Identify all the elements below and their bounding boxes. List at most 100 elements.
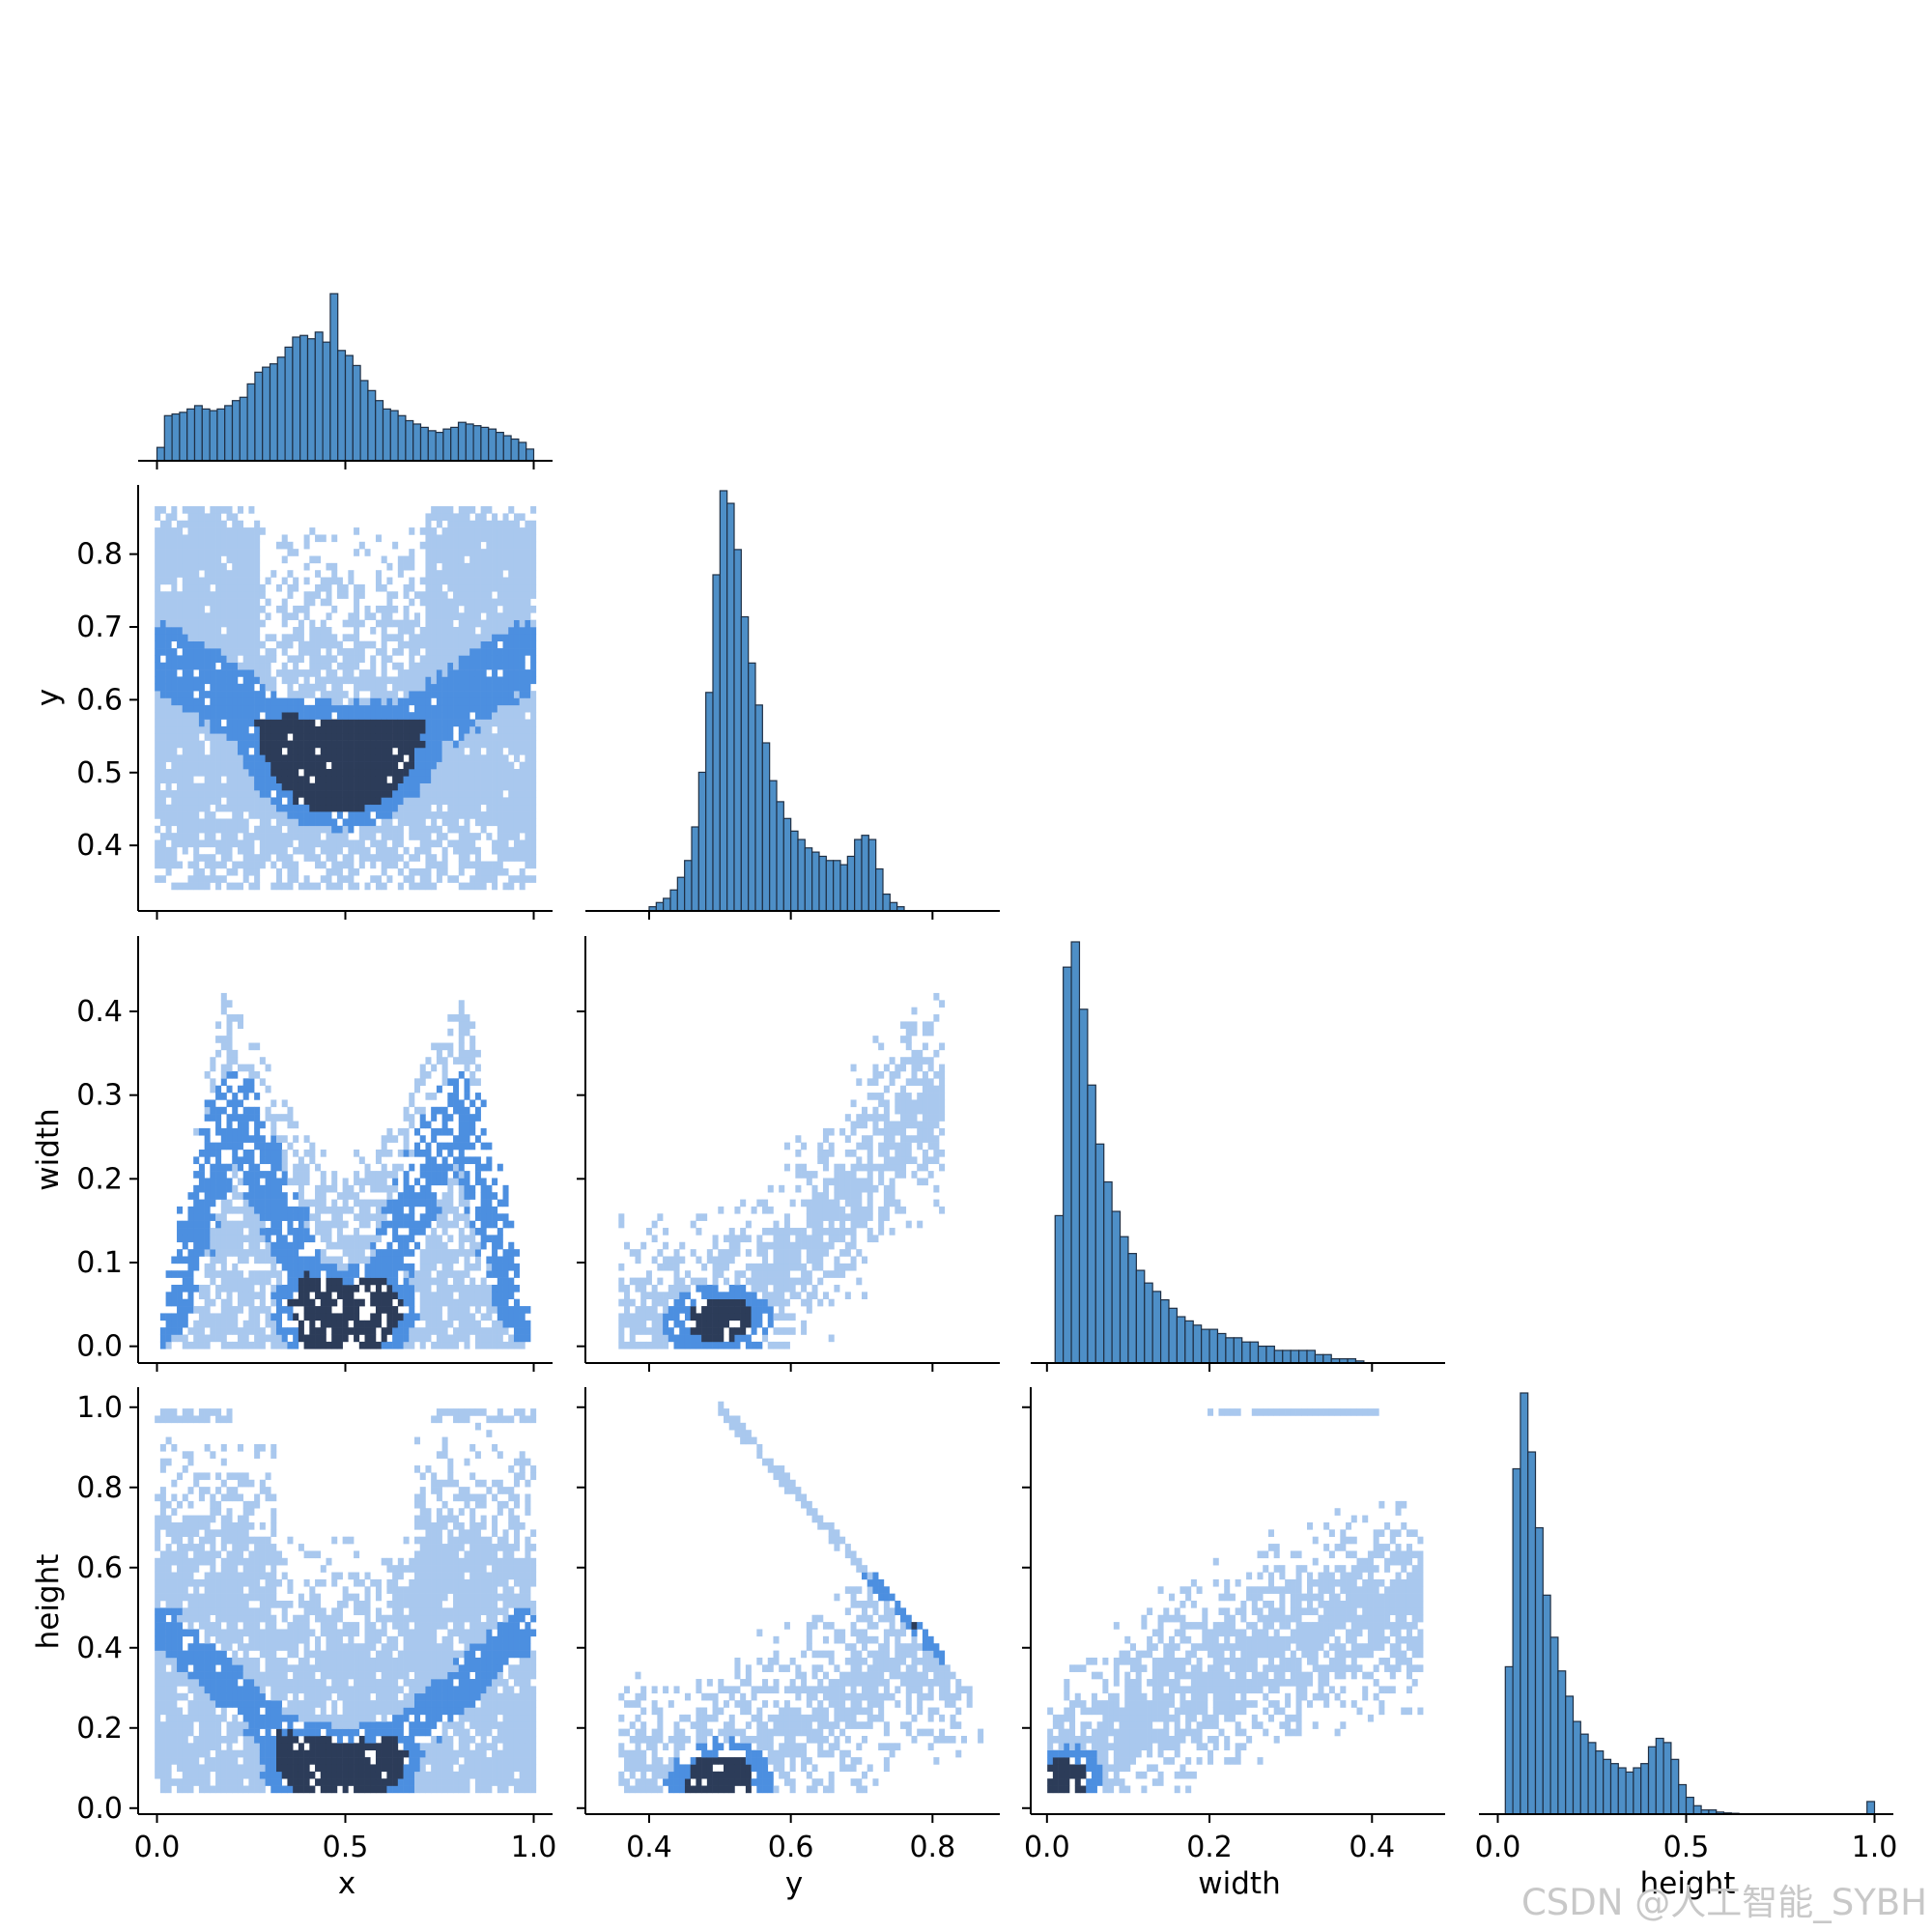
heatmap-cell [508,882,515,891]
heatmap-cell [431,683,438,692]
heatmap-cell [320,804,327,812]
heatmap-cell [508,747,515,755]
heatmap-cell [530,790,537,798]
heatmap-cell [342,669,349,677]
heatmap-cell [210,662,216,670]
heatmap-cell [502,1277,509,1286]
heatmap-cell [165,591,172,599]
heatmap-cell [331,534,338,543]
heatmap-cell [331,640,338,649]
heatmap-cell [226,627,233,635]
heatmap-cell [513,691,520,698]
heatmap-cell [198,691,205,698]
heatmap-cell [419,1171,426,1179]
heatmap-cell [182,506,188,514]
heatmap-cell [326,712,332,720]
heatmap-cell [165,648,172,656]
heatmap-cell [265,1270,271,1278]
heatmap-cell [237,797,243,806]
heatmap-cell [403,1178,410,1186]
heatmap-cell [187,1284,194,1293]
heatmap-cell [469,1184,476,1193]
heatmap-cell [436,555,442,564]
heatmap-cell [464,1320,470,1328]
heatmap-cell [458,697,465,706]
heatmap-cell [187,776,194,783]
heatmap-cell [177,790,184,798]
heatmap-cell [259,854,266,862]
heatmap-cell [348,1256,355,1264]
heatmap-cell [198,761,205,770]
heatmap-cell [165,1270,172,1278]
heatmap-cell [508,804,515,812]
heatmap-cell [431,747,438,755]
heatmap-cell [342,648,349,656]
heatmap-cell [254,1163,261,1172]
heatmap-cell [657,1263,664,1271]
heatmap-cell [331,733,338,741]
heatmap-cell [254,811,261,819]
heatmap-cell [409,549,415,556]
heatmap-cell [458,1171,465,1179]
heatmap-cell [469,1057,476,1065]
heatmap-cell [204,825,211,834]
heatmap-cell [370,1199,377,1208]
heatmap-cell [706,1320,713,1328]
heatmap-cell [326,782,332,791]
heatmap-cell [740,1334,747,1343]
heatmap-cell [155,875,161,883]
heatmap-cell [171,648,178,656]
heatmap-cell [464,782,470,791]
heatmap-cell [474,669,481,677]
heatmap-cell [276,1270,283,1278]
heatmap-cell [315,534,322,543]
heatmap-cell [364,854,371,862]
heatmap-cell [336,1292,343,1299]
heatmap-cell [414,1284,421,1293]
heatmap-cell [783,1327,790,1335]
histogram-bar [344,355,354,462]
heatmap-cell [441,846,448,855]
heatmap-cell [690,1220,696,1229]
heatmap-cell [210,1171,216,1179]
heatmap-cell [270,1150,277,1157]
heatmap-cell [673,1320,680,1328]
heatmap-cell [469,697,476,706]
heatmap-cell [712,1277,719,1286]
heatmap-cell [331,797,338,806]
heatmap-cell [177,719,184,727]
heatmap-cell [458,1127,465,1136]
heatmap-cell [458,627,465,635]
heatmap-cell [474,619,481,628]
heatmap-cell [187,655,194,664]
heatmap-cell [193,541,200,550]
heatmap-cell [342,1298,349,1307]
heatmap-cell [182,1334,188,1343]
heatmap-cell [679,1298,686,1307]
heatmap-cell [525,811,531,819]
heatmap-cell [320,627,327,635]
heatmap-cell [254,769,261,777]
histogram-bar [262,366,271,462]
heatmap-cell [397,1127,404,1136]
heatmap-cell [397,882,404,891]
heatmap-cell [486,747,493,755]
heatmap-cell [525,577,531,585]
heatmap-cell [204,1142,211,1151]
heatmap-cell [618,1298,625,1307]
heatmap-cell [403,1270,410,1278]
histogram-bar [193,405,203,462]
heatmap-cell [242,669,249,677]
heatmap-cell [458,1007,465,1015]
heatmap-cell [220,527,227,535]
heatmap-cell [187,1206,194,1214]
heatmap-cell [502,761,509,770]
heatmap-cell [474,747,481,755]
heatmap-cell [519,655,526,664]
heatmap-cell [237,790,243,798]
heatmap-cell [458,619,465,628]
heatmap-cell [232,790,239,798]
heatmap-cell [447,1127,454,1136]
heatmap-cell [706,1256,713,1264]
heatmap-cell [348,754,355,762]
